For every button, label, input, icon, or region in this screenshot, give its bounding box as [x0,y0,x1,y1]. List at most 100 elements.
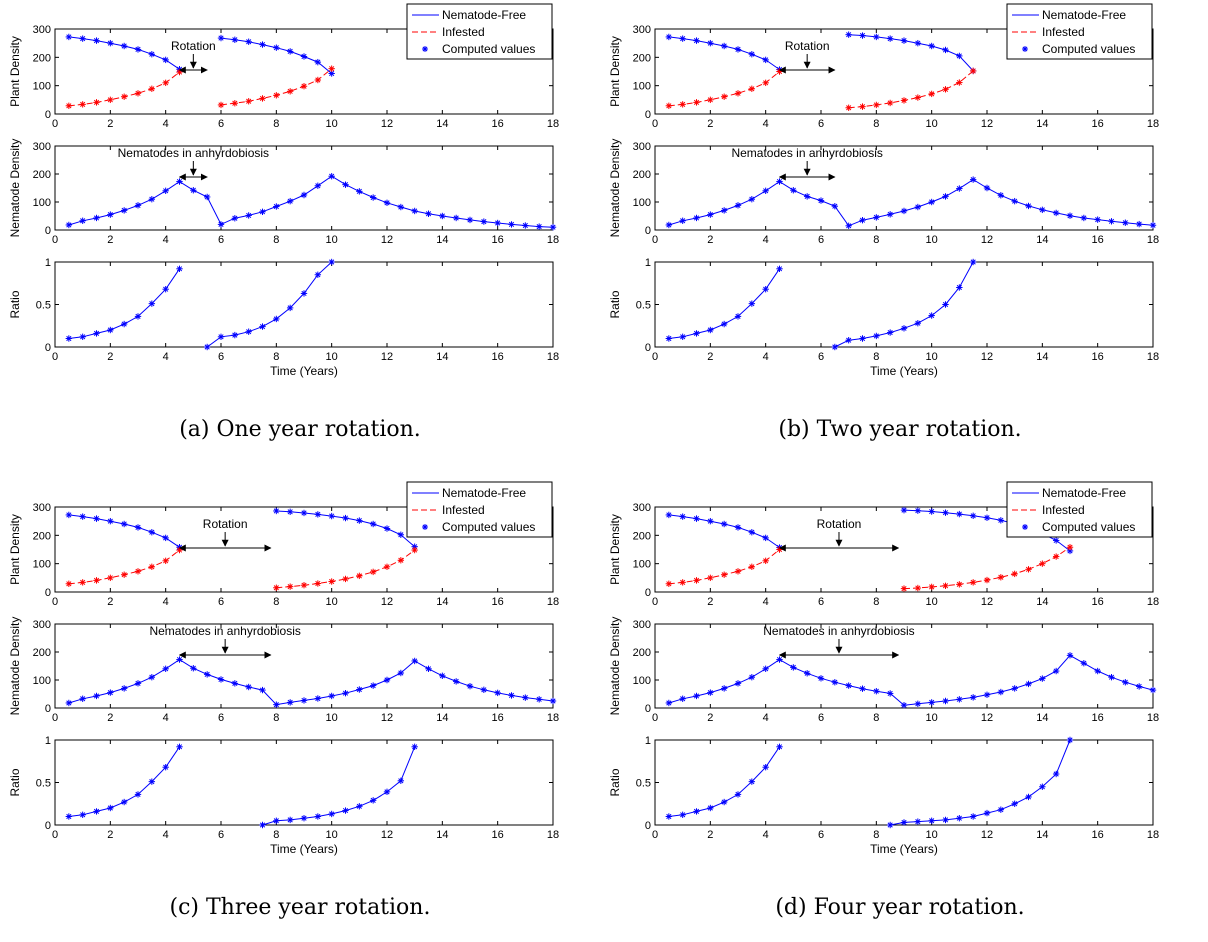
x-tick-label: 16 [492,596,504,608]
x-tick-label: 6 [818,234,824,246]
point-stroke [384,200,390,206]
point-stroke [915,508,921,514]
axes-box [54,261,554,348]
point-stroke [135,568,141,574]
point-stroke [915,40,921,46]
x-tick-label: 0 [52,829,58,841]
data-point [176,743,183,750]
point-stroke [121,572,127,578]
point-stroke [259,41,266,48]
point-stroke [998,807,1004,813]
y-tick-label: 0 [645,587,651,599]
data-point [383,525,391,532]
point-stroke [1136,683,1142,690]
point-stroke [735,46,741,52]
data-point [273,203,280,210]
data-point [217,101,225,109]
point-stroke [707,518,713,524]
data-point [162,79,169,87]
point-stroke [370,521,376,527]
point-stroke [232,37,238,43]
data-point [79,579,86,586]
point-stroke [550,698,556,704]
data-point [300,582,308,589]
point-stroke [398,557,404,563]
data-point [65,813,73,820]
data-point [1094,667,1101,675]
series-line [668,654,1154,706]
data-point [342,575,349,583]
point-stroke [149,779,155,785]
data-point [120,798,128,806]
data-point [776,546,783,553]
y-axis-label: Ratio [8,768,22,796]
data-point [148,674,156,681]
point-stroke [80,101,86,107]
point-stroke [707,575,713,581]
x-tick-label: 2 [707,234,713,246]
data-point [997,688,1005,696]
data-point [273,44,280,51]
point-stroke [422,524,428,530]
x-tick-label: 6 [218,234,224,246]
x-tick-label: 2 [707,118,713,130]
x-tick-label: 14 [1036,596,1048,608]
point-stroke [176,744,183,750]
series-line [848,34,974,72]
axes-box [54,145,554,231]
point-stroke [721,94,727,100]
point-stroke [929,91,935,97]
data-point [148,529,156,536]
data-point [162,764,169,771]
x-axis-label: Time (Years) [270,364,338,378]
data-point [522,694,529,701]
point-stroke [1025,203,1032,209]
point-stroke [232,100,238,106]
point-stroke [287,48,293,54]
point-stroke [149,196,155,202]
data-point [720,207,728,214]
point-stroke [915,701,921,707]
data-point [1011,197,1018,205]
point-stroke [680,101,686,107]
legend: Nematode-Free Infested Computed values [1006,481,1153,538]
data-point [107,211,114,218]
x-tick-label: 0 [652,351,658,363]
legend-marker-icon [422,46,428,52]
data-point [720,685,728,692]
point-stroke [763,80,769,86]
data-point [369,194,377,201]
x-tick-label: 2 [107,234,113,246]
point-stroke [873,333,879,339]
point-stroke [735,313,741,319]
data-point [693,577,700,584]
x-tick-label: 0 [52,596,58,608]
data-point [286,197,294,205]
y-tick-label: 100 [33,675,51,687]
x-tick-label: 6 [218,596,224,608]
point-stroke [1053,771,1059,777]
data-point [859,217,866,224]
data-point [314,271,322,278]
data-point [342,181,349,188]
x-tick-label: 14 [436,234,448,246]
data-point [383,676,391,684]
data-point [956,581,963,588]
point-stroke [467,683,473,689]
x-tick-label: 12 [981,596,993,608]
point-stroke [273,316,279,322]
legend: Nematode-Free Infested Computed values [406,481,553,538]
point-stroke [1067,544,1073,550]
point-stroke [1108,674,1115,680]
x-tick-label: 2 [107,596,113,608]
y-tick-label: 0 [45,587,51,599]
legend-entry-label: Nematode-Free [442,8,526,22]
x-tick-label: 12 [981,712,993,724]
x-tick-label: 8 [873,712,879,724]
x-tick-label: 4 [163,234,169,246]
data-point [969,694,977,701]
x-tick-label: 0 [652,712,658,724]
data-point [693,37,700,44]
point-stroke [970,177,976,183]
data-point [120,571,128,578]
